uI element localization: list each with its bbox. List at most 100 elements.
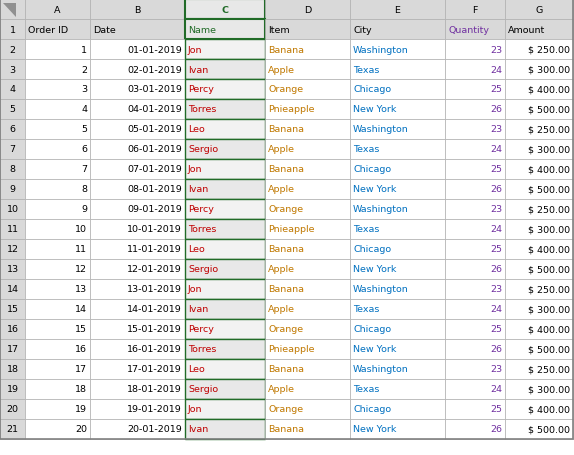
Bar: [445, 239, 505, 259]
Text: 24: 24: [490, 145, 502, 154]
Text: 18: 18: [6, 365, 18, 374]
Text: 26: 26: [490, 425, 502, 434]
Bar: [350, 100, 445, 120]
Text: 04-01-2019: 04-01-2019: [127, 105, 182, 114]
Bar: [0, 140, 25, 160]
Text: Pnieapple: Pnieapple: [268, 345, 315, 354]
Bar: [25, 299, 90, 319]
Bar: [90, 100, 185, 120]
Bar: [0, 20, 25, 40]
Text: G: G: [536, 5, 542, 15]
Bar: [25, 60, 90, 80]
Bar: [265, 160, 350, 180]
Bar: [185, 359, 265, 379]
Bar: [505, 100, 573, 120]
Text: Leo: Leo: [188, 365, 205, 374]
Bar: [505, 60, 573, 80]
Bar: [350, 160, 445, 180]
Bar: [25, 100, 90, 120]
Text: Washington: Washington: [353, 205, 409, 214]
Bar: [0, 399, 25, 419]
Text: Jon: Jon: [188, 404, 203, 414]
Bar: [505, 160, 573, 180]
Bar: [350, 319, 445, 339]
Text: Percy: Percy: [188, 86, 214, 94]
Text: 10: 10: [75, 225, 87, 234]
Text: 10: 10: [6, 205, 18, 214]
Text: New York: New York: [353, 185, 397, 194]
Bar: [265, 40, 350, 60]
Bar: [25, 279, 90, 299]
Text: Texas: Texas: [353, 384, 379, 394]
Text: 12: 12: [6, 245, 18, 254]
Bar: [445, 20, 505, 40]
Bar: [25, 120, 90, 140]
Text: Torres: Torres: [188, 345, 216, 354]
Bar: [505, 180, 573, 200]
Bar: [445, 259, 505, 279]
Text: Order ID: Order ID: [28, 25, 68, 35]
Text: Torres: Torres: [188, 225, 216, 234]
Bar: [445, 120, 505, 140]
Bar: [0, 160, 25, 180]
Text: Chicago: Chicago: [353, 165, 391, 174]
Bar: [25, 219, 90, 239]
Text: 25: 25: [490, 86, 502, 94]
Text: $ 500.00: $ 500.00: [528, 105, 570, 114]
Text: Ivan: Ivan: [188, 66, 208, 74]
Text: 6: 6: [81, 145, 87, 154]
Bar: [350, 239, 445, 259]
Text: $ 250.00: $ 250.00: [528, 125, 570, 134]
Bar: [505, 200, 573, 219]
Bar: [0, 339, 25, 359]
Bar: [185, 239, 265, 259]
Text: Jon: Jon: [188, 165, 203, 174]
Text: Banana: Banana: [268, 245, 304, 254]
Bar: [185, 0, 265, 20]
Text: Name: Name: [188, 25, 216, 35]
Bar: [350, 40, 445, 60]
Bar: [265, 259, 350, 279]
Text: Chicago: Chicago: [353, 245, 391, 254]
Text: 25: 25: [490, 245, 502, 254]
Text: Jon: Jon: [188, 46, 203, 55]
Bar: [350, 299, 445, 319]
Text: 23: 23: [490, 46, 502, 55]
Bar: [505, 0, 573, 20]
Text: 15: 15: [6, 305, 18, 314]
Text: 08-01-2019: 08-01-2019: [127, 185, 182, 194]
Text: 25: 25: [490, 404, 502, 414]
Text: 24: 24: [490, 384, 502, 394]
Bar: [445, 399, 505, 419]
Bar: [0, 359, 25, 379]
Text: 19: 19: [75, 404, 87, 414]
Bar: [90, 20, 185, 40]
Bar: [90, 200, 185, 219]
Text: 15-01-2019: 15-01-2019: [127, 325, 182, 334]
Bar: [185, 299, 265, 319]
Bar: [185, 100, 265, 120]
Text: 01-01-2019: 01-01-2019: [127, 46, 182, 55]
Bar: [265, 20, 350, 40]
Bar: [445, 299, 505, 319]
Bar: [505, 319, 573, 339]
Text: 1: 1: [81, 46, 87, 55]
Bar: [185, 219, 265, 239]
Text: $ 250.00: $ 250.00: [528, 285, 570, 294]
Text: 25: 25: [490, 325, 502, 334]
Text: Leo: Leo: [188, 245, 205, 254]
Text: 24: 24: [490, 305, 502, 314]
Bar: [25, 379, 90, 399]
Bar: [90, 140, 185, 160]
Text: 13-01-2019: 13-01-2019: [127, 285, 182, 294]
Text: 7: 7: [10, 145, 15, 154]
Text: 15: 15: [75, 325, 87, 334]
Text: New York: New York: [353, 425, 397, 434]
Bar: [0, 219, 25, 239]
Bar: [445, 339, 505, 359]
Bar: [25, 180, 90, 200]
Text: E: E: [394, 5, 401, 15]
Text: 21: 21: [6, 425, 18, 434]
Text: 20-01-2019: 20-01-2019: [127, 425, 182, 434]
Text: New York: New York: [353, 345, 397, 354]
